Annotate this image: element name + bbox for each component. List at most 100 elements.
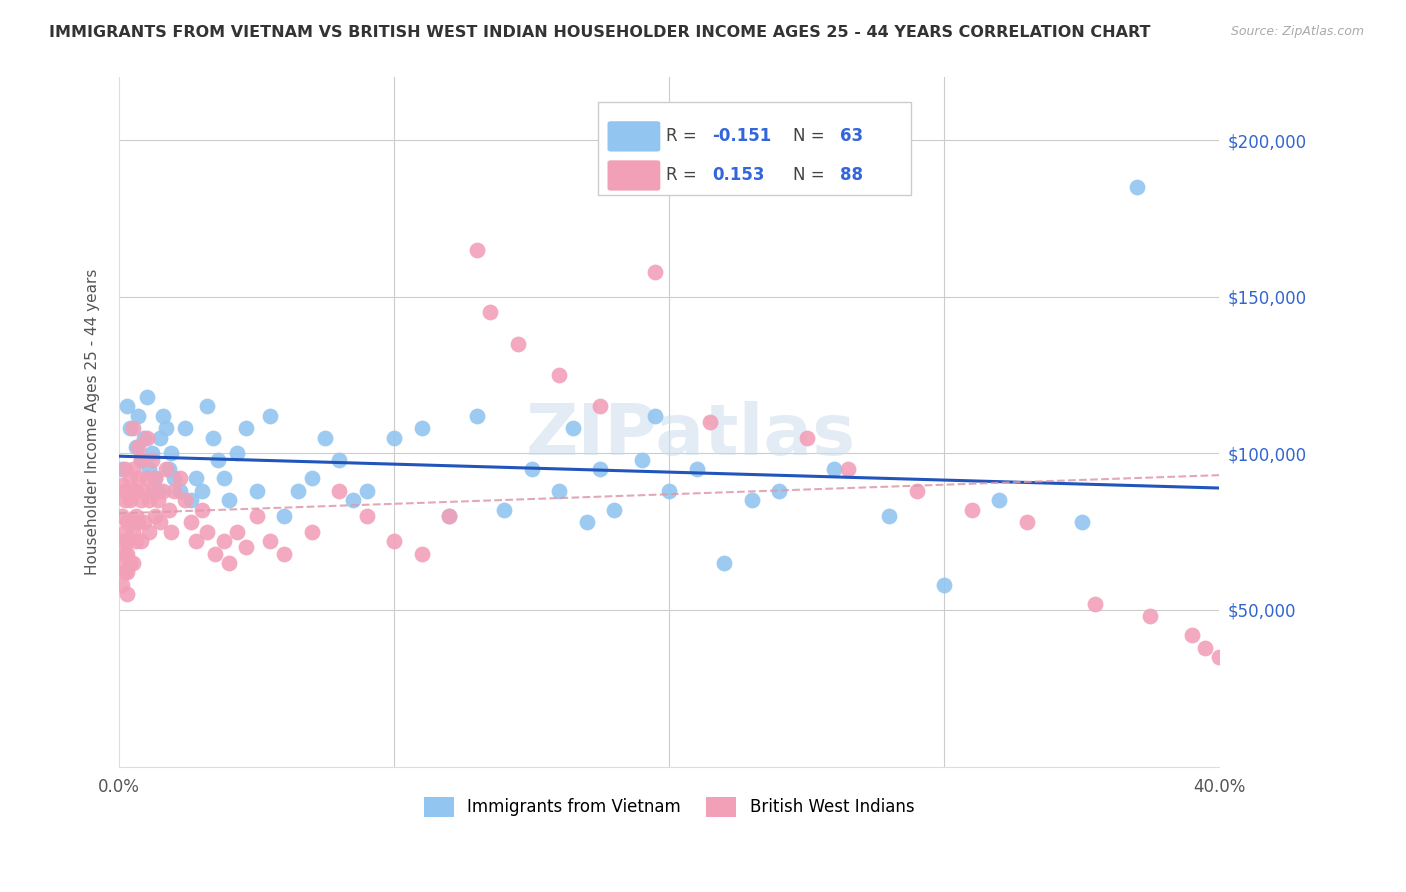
Point bbox=[713, 556, 735, 570]
Point bbox=[127, 409, 149, 423]
Point bbox=[135, 431, 157, 445]
Text: ZIPatlas: ZIPatlas bbox=[526, 401, 856, 470]
Point bbox=[382, 431, 405, 445]
Point bbox=[195, 400, 218, 414]
Point bbox=[190, 483, 212, 498]
Point bbox=[118, 493, 141, 508]
Point bbox=[114, 547, 136, 561]
Point bbox=[1208, 649, 1230, 664]
Point bbox=[124, 440, 146, 454]
Point bbox=[768, 483, 790, 498]
Point bbox=[114, 566, 136, 580]
Point bbox=[520, 462, 543, 476]
Point bbox=[1070, 515, 1092, 529]
Point bbox=[114, 483, 136, 498]
Point bbox=[184, 471, 207, 485]
Point bbox=[111, 462, 134, 476]
Point bbox=[169, 483, 191, 498]
Point bbox=[245, 508, 267, 523]
Point bbox=[905, 483, 928, 498]
Point bbox=[644, 409, 666, 423]
Point bbox=[184, 534, 207, 549]
Point bbox=[204, 547, 226, 561]
Point bbox=[603, 502, 626, 516]
Point bbox=[121, 421, 143, 435]
Point bbox=[589, 462, 612, 476]
Point bbox=[356, 483, 378, 498]
Point bbox=[111, 578, 134, 592]
Point bbox=[124, 483, 146, 498]
Point bbox=[160, 524, 183, 539]
Point bbox=[160, 446, 183, 460]
Point bbox=[328, 483, 350, 498]
Point bbox=[117, 587, 139, 601]
Point bbox=[143, 471, 166, 485]
Point bbox=[129, 452, 152, 467]
Point bbox=[988, 493, 1011, 508]
Point bbox=[129, 534, 152, 549]
FancyBboxPatch shape bbox=[607, 161, 661, 191]
Point bbox=[314, 431, 336, 445]
Point bbox=[117, 566, 139, 580]
FancyBboxPatch shape bbox=[607, 121, 661, 152]
Point bbox=[218, 556, 240, 570]
Point bbox=[155, 421, 177, 435]
Text: N =: N = bbox=[793, 166, 831, 184]
Point bbox=[201, 431, 224, 445]
Point bbox=[129, 452, 152, 467]
Point bbox=[152, 409, 174, 423]
Point bbox=[465, 243, 488, 257]
Point bbox=[143, 508, 166, 523]
Text: N =: N = bbox=[793, 127, 831, 145]
Point bbox=[155, 462, 177, 476]
Point bbox=[146, 493, 169, 508]
Point bbox=[685, 462, 707, 476]
Point bbox=[141, 483, 163, 498]
Point bbox=[245, 483, 267, 498]
Point bbox=[823, 462, 845, 476]
Point bbox=[960, 502, 983, 516]
Point bbox=[699, 415, 721, 429]
Point bbox=[157, 502, 180, 516]
Point bbox=[129, 493, 152, 508]
Point bbox=[132, 483, 155, 498]
Point bbox=[226, 524, 249, 539]
Point bbox=[149, 515, 172, 529]
Point bbox=[630, 452, 652, 467]
Point bbox=[195, 524, 218, 539]
Text: IMMIGRANTS FROM VIETNAM VS BRITISH WEST INDIAN HOUSEHOLDER INCOME AGES 25 - 44 Y: IMMIGRANTS FROM VIETNAM VS BRITISH WEST … bbox=[49, 25, 1150, 40]
Point bbox=[124, 534, 146, 549]
Text: -0.151: -0.151 bbox=[711, 127, 772, 145]
Point bbox=[494, 502, 516, 516]
Point bbox=[411, 547, 433, 561]
Point bbox=[118, 515, 141, 529]
Point bbox=[117, 400, 139, 414]
Legend: Immigrants from Vietnam, British West Indians: Immigrants from Vietnam, British West In… bbox=[418, 790, 921, 823]
Point bbox=[114, 524, 136, 539]
Point bbox=[121, 483, 143, 498]
Point bbox=[561, 421, 583, 435]
Point bbox=[589, 400, 612, 414]
Point bbox=[132, 515, 155, 529]
Point bbox=[287, 483, 309, 498]
Point bbox=[235, 541, 257, 555]
Point bbox=[114, 493, 136, 508]
Point bbox=[143, 471, 166, 485]
Text: 63: 63 bbox=[839, 127, 863, 145]
Point bbox=[149, 431, 172, 445]
Point bbox=[138, 524, 160, 539]
Point bbox=[163, 471, 186, 485]
Point bbox=[141, 446, 163, 460]
Point bbox=[548, 368, 571, 382]
Point bbox=[1125, 180, 1147, 194]
Point bbox=[180, 493, 202, 508]
Point bbox=[1181, 628, 1204, 642]
Point bbox=[124, 508, 146, 523]
Point bbox=[157, 462, 180, 476]
Point bbox=[141, 452, 163, 467]
Point bbox=[111, 508, 134, 523]
Point bbox=[1139, 609, 1161, 624]
Point bbox=[382, 534, 405, 549]
Point bbox=[135, 390, 157, 404]
Point bbox=[138, 493, 160, 508]
